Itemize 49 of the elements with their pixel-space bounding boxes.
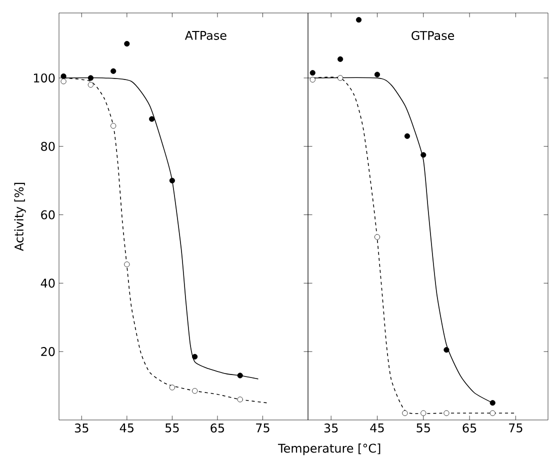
x-tick-label: 35 xyxy=(324,424,338,433)
point xyxy=(110,123,116,129)
y-tick-label: 100 xyxy=(34,73,55,82)
x-tick-label: 75 xyxy=(509,424,522,432)
point xyxy=(404,133,410,139)
point xyxy=(237,372,243,378)
text: ATPase xyxy=(184,31,226,40)
point xyxy=(338,56,344,62)
x-tick-label: 75 xyxy=(256,424,270,432)
point xyxy=(169,384,175,390)
x-tick-label: 55 xyxy=(416,424,430,432)
point xyxy=(490,400,496,406)
x-tick-label: 45 xyxy=(370,424,384,432)
point xyxy=(374,72,380,78)
y-tick-label: 40 xyxy=(40,278,55,288)
y-axis-title: Activity [%] xyxy=(14,182,26,251)
point xyxy=(88,82,94,88)
y-tick-label: 80 xyxy=(41,142,55,151)
point xyxy=(420,152,426,158)
point xyxy=(444,410,450,416)
point xyxy=(124,40,130,47)
point xyxy=(124,262,130,268)
point xyxy=(192,388,198,394)
point xyxy=(338,75,344,81)
point xyxy=(149,116,155,122)
point xyxy=(60,73,66,80)
point xyxy=(88,75,94,81)
x-axis-title: Temperature [°C] xyxy=(278,444,380,456)
point xyxy=(169,178,175,184)
point xyxy=(310,70,316,76)
point xyxy=(356,17,362,23)
x-tick-label: 35 xyxy=(74,424,88,433)
point xyxy=(490,410,496,416)
point xyxy=(110,68,116,74)
x-tick-label: 65 xyxy=(462,424,476,433)
point xyxy=(402,410,408,416)
x-tick-label: 65 xyxy=(210,424,224,433)
point xyxy=(374,234,380,240)
x-tick-label: 45 xyxy=(120,424,134,432)
point xyxy=(310,76,316,82)
y-tick-label: 60 xyxy=(41,210,55,220)
point xyxy=(60,78,66,84)
point xyxy=(237,396,243,402)
text: GTPase xyxy=(412,30,454,40)
point xyxy=(420,410,426,416)
point xyxy=(192,354,198,360)
x-tick-label: 55 xyxy=(166,424,179,432)
y-tick-label: 20 xyxy=(41,347,55,356)
point xyxy=(444,347,450,353)
